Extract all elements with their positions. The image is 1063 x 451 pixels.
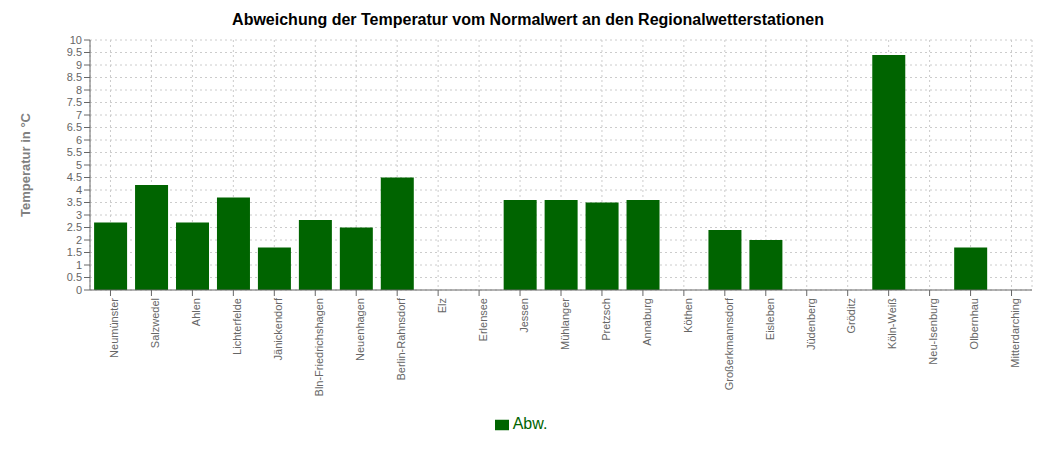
- svg-text:Neu-Isenburg: Neu-Isenburg: [927, 298, 939, 365]
- svg-text:8: 8: [76, 84, 82, 96]
- html-text:Abweichung der Temperatur vom: Abweichung der Temperatur vom Normalwert…: [232, 11, 824, 28]
- html-text:Abw.: Abw.: [512, 415, 548, 432]
- svg-text:Jänickendorf: Jänickendorf: [272, 297, 284, 360]
- svg-text:0: 0: [76, 284, 82, 296]
- svg-text:7: 7: [76, 109, 82, 121]
- svg-text:1: 1: [76, 259, 82, 271]
- svg-text:2: 2: [76, 234, 82, 246]
- svg-text:Lichterfelde: Lichterfelde: [231, 298, 243, 355]
- svg-text:Eisleben: Eisleben: [764, 298, 776, 340]
- svg-text:Berlin-Rahnsdorf: Berlin-Rahnsdorf: [395, 297, 407, 380]
- svg-text:4.5: 4.5: [67, 171, 82, 183]
- svg-text:6: 6: [76, 134, 82, 146]
- svg-text:Köln-Weiß: Köln-Weiß: [886, 298, 898, 349]
- svg-text:Gröditz: Gröditz: [846, 298, 858, 333]
- svg-text:Neumünster: Neumünster: [108, 298, 120, 358]
- svg-text:5.5: 5.5: [67, 146, 82, 158]
- svg-text:Jüdenberg: Jüdenberg: [805, 298, 817, 350]
- svg-text:1.5: 1.5: [67, 246, 82, 258]
- svg-text:6.5: 6.5: [67, 121, 82, 133]
- svg-text:Pretzsch: Pretzsch: [600, 298, 612, 341]
- svg-text:Neuenhagen: Neuenhagen: [354, 298, 366, 361]
- svg-text:Jessen: Jessen: [518, 298, 530, 333]
- svg-text:Mitterdarching: Mitterdarching: [1009, 298, 1021, 368]
- svg-text:9: 9: [76, 59, 82, 71]
- svg-text:Köthen: Köthen: [682, 298, 694, 333]
- svg-text:8.5: 8.5: [67, 71, 82, 83]
- svg-text:9.5: 9.5: [67, 46, 82, 58]
- svg-text:Temperatur in °C: Temperatur in °C: [18, 112, 33, 217]
- svg-text:Mühlanger: Mühlanger: [559, 298, 571, 350]
- svg-text:Ahlen: Ahlen: [190, 298, 202, 326]
- svg-text:0.5: 0.5: [67, 271, 82, 283]
- svg-text:Olbernhau: Olbernhau: [968, 298, 980, 349]
- svg-text:10: 10: [70, 34, 82, 46]
- svg-text:Annaburg: Annaburg: [641, 298, 653, 346]
- svg-text:3: 3: [76, 209, 82, 221]
- svg-text:Bln-Friedrichshagen: Bln-Friedrichshagen: [313, 298, 325, 396]
- svg-text:7.5: 7.5: [67, 96, 82, 108]
- svg-text:3.5: 3.5: [67, 196, 82, 208]
- svg-text:2.5: 2.5: [67, 221, 82, 233]
- svg-text:Großerkmannsdorf: Großerkmannsdorf: [723, 297, 735, 390]
- svg-text:Elz: Elz: [436, 298, 448, 313]
- svg-text:4: 4: [76, 184, 82, 196]
- svg-text:Erlensee: Erlensee: [477, 298, 489, 341]
- svg-text:5: 5: [76, 159, 82, 171]
- svg-text:Salzwedel: Salzwedel: [149, 298, 161, 348]
